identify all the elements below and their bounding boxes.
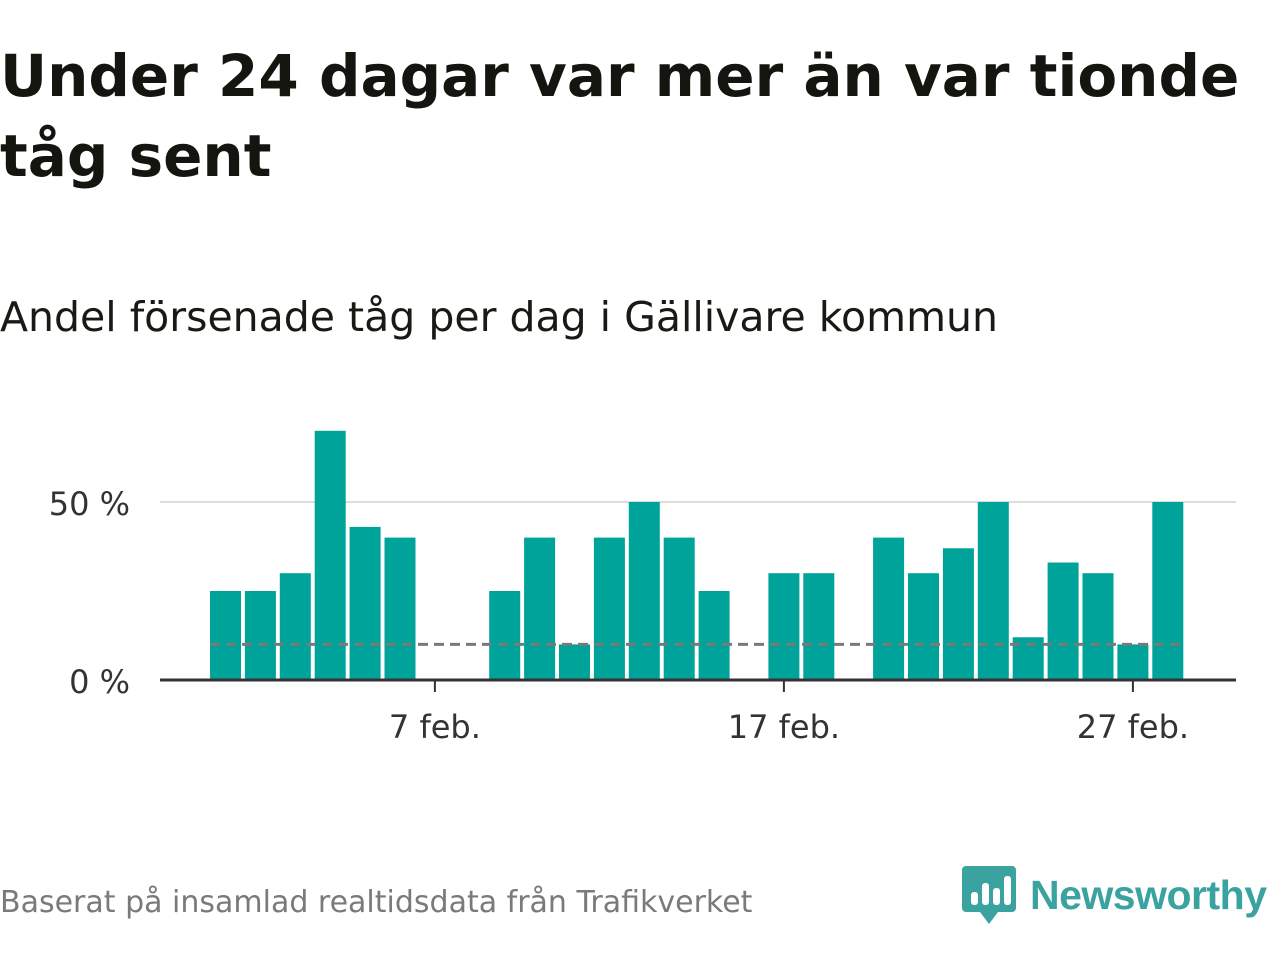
bar-day-26 bbox=[1082, 573, 1114, 680]
bar-day-13 bbox=[628, 502, 660, 680]
bar-day-22 bbox=[942, 548, 974, 680]
bar-day-6 bbox=[384, 537, 416, 680]
brand[interactable]: Newsworthy bbox=[962, 864, 1267, 926]
chart-title: Under 24 dagar var mer än var tionde tåg… bbox=[0, 42, 1240, 190]
x-tick-label: 27 feb. bbox=[1077, 708, 1189, 746]
bar-day-21 bbox=[908, 573, 939, 680]
bar-day-1 bbox=[210, 591, 241, 680]
bar-day-2 bbox=[244, 591, 276, 680]
y-tick-label: 0 % bbox=[69, 663, 130, 701]
brand-name: Newsworthy bbox=[1030, 871, 1267, 918]
bar-day-28 bbox=[1152, 502, 1184, 680]
chart-subtitle: Andel försenade tåg per dag i Gällivare … bbox=[0, 293, 998, 341]
bar-day-3 bbox=[279, 573, 311, 680]
y-tick-label: 50 % bbox=[49, 485, 130, 523]
bar-day-4 bbox=[314, 430, 346, 680]
bar-day-18 bbox=[803, 573, 835, 680]
bar-chart: 0 % 50 % 7 feb. 17 feb. 27 feb. bbox=[49, 430, 1236, 746]
bar-day-9 bbox=[489, 591, 521, 680]
bar-day-5 bbox=[349, 526, 381, 680]
source-note: Baserat på insamlad realtidsdata från Tr… bbox=[0, 885, 753, 920]
bars bbox=[210, 430, 1184, 680]
bar-day-12 bbox=[593, 537, 625, 680]
bar-day-20 bbox=[873, 537, 905, 680]
bar-day-23 bbox=[977, 502, 1009, 680]
x-tick-label: 7 feb. bbox=[389, 708, 481, 746]
bar-day-15 bbox=[698, 591, 730, 680]
bar-day-11 bbox=[559, 644, 590, 680]
bar-day-25 bbox=[1047, 562, 1079, 680]
axes: 0 % 50 % 7 feb. 17 feb. 27 feb. bbox=[49, 485, 1236, 746]
bar-day-27 bbox=[1117, 644, 1149, 680]
newsworthy-logo-icon bbox=[962, 866, 1016, 924]
bar-day-10 bbox=[524, 537, 556, 680]
x-tick-label: 17 feb. bbox=[728, 708, 840, 746]
bar-day-17 bbox=[768, 573, 800, 680]
bar-day-14 bbox=[663, 537, 695, 680]
